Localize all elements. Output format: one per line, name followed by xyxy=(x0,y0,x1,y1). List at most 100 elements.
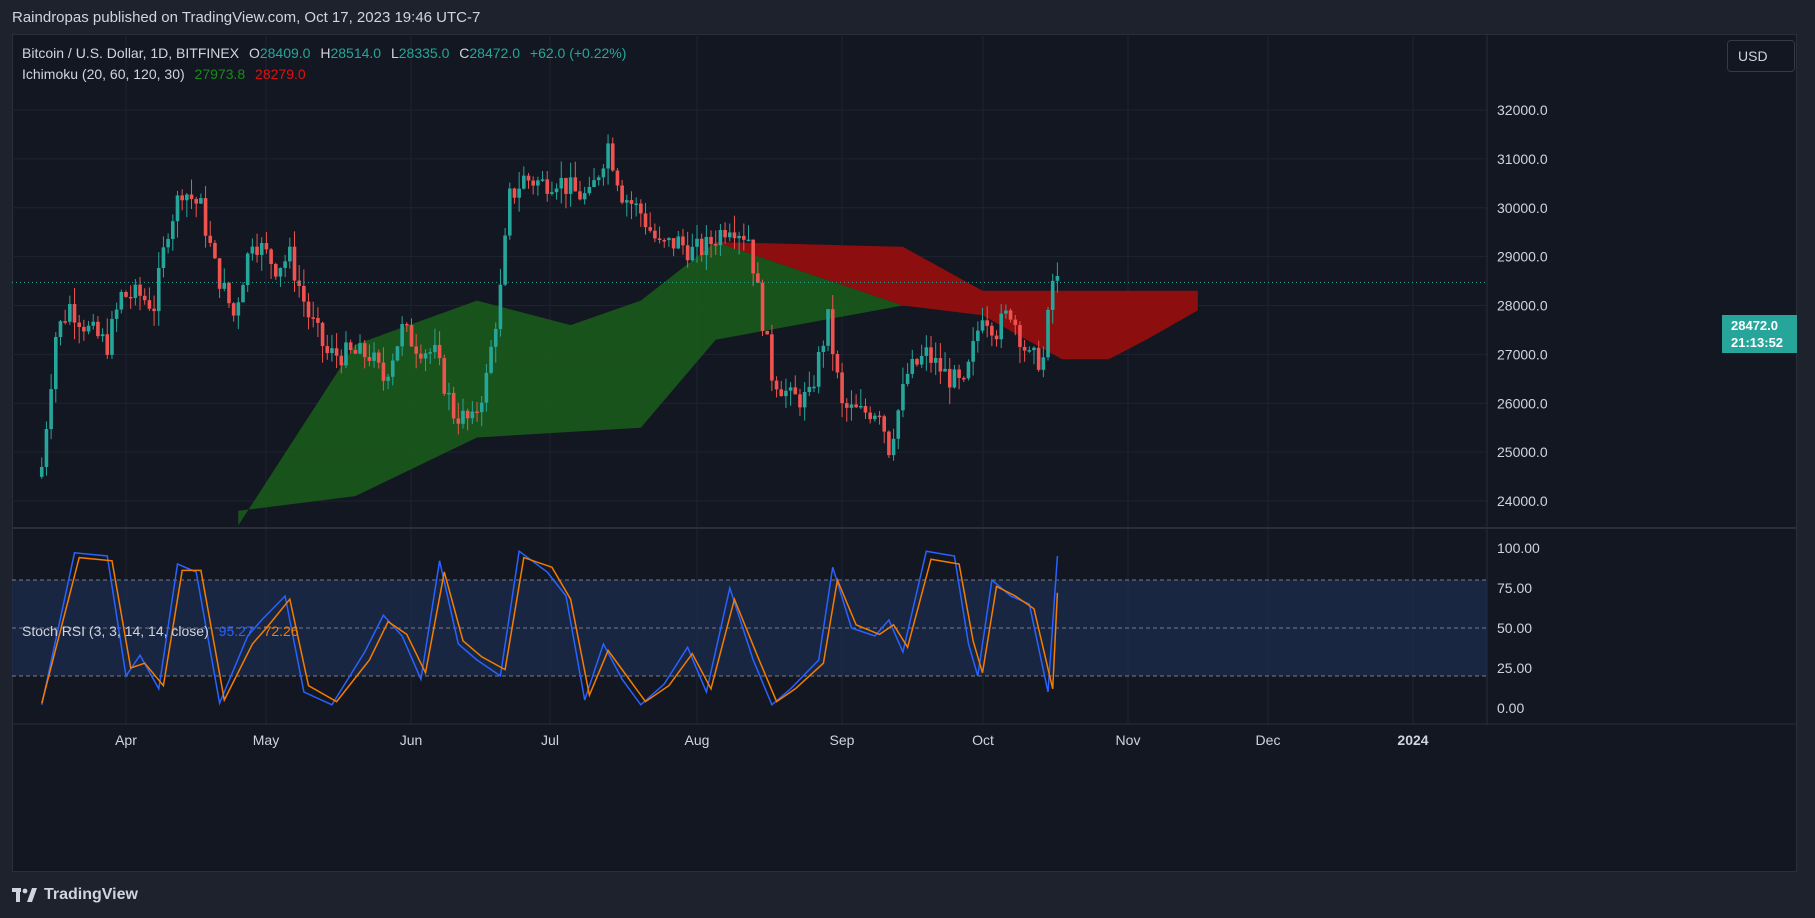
candle-body xyxy=(629,200,634,204)
candle-body xyxy=(297,280,301,286)
candle-body xyxy=(564,177,568,194)
stoch-tick-label: 25.00 xyxy=(1497,660,1532,676)
candle-body xyxy=(1041,357,1046,370)
stoch-k-value: 95.27 xyxy=(218,623,254,639)
candles xyxy=(39,134,1060,479)
chart-canvas[interactable]: 32000.0 31000.0 30000.0 29000.0 28000.0 27000… xyxy=(12,34,1797,872)
candle-body xyxy=(231,303,236,316)
candle-body xyxy=(339,355,344,366)
time-tick-label: Nov xyxy=(1116,732,1141,748)
candle-body xyxy=(44,429,49,468)
candle-body xyxy=(924,347,929,356)
candle-body xyxy=(395,346,400,361)
candle-body xyxy=(264,242,269,250)
candle-body xyxy=(185,194,189,201)
candle-body xyxy=(390,360,395,377)
currency-button[interactable]: USD xyxy=(1727,40,1795,72)
open-label: O xyxy=(248,45,260,61)
candle-body xyxy=(676,236,681,249)
candle-body xyxy=(887,431,891,456)
candle-body xyxy=(376,352,381,363)
candle-body xyxy=(1046,309,1050,358)
candle-body xyxy=(770,334,774,381)
candle-body xyxy=(517,188,521,198)
candle-body xyxy=(278,267,283,277)
candle-body xyxy=(259,242,264,255)
candle-body xyxy=(648,227,652,231)
candle-body xyxy=(816,352,821,387)
ichimoku-cloud-bullish xyxy=(238,242,903,526)
candle-body xyxy=(737,235,741,239)
candle-body xyxy=(306,301,311,318)
price-tick-label: 28000.0 xyxy=(1497,298,1548,314)
candle-body xyxy=(859,406,863,408)
candle-body xyxy=(779,389,784,397)
candle-body xyxy=(990,325,994,336)
candle-body xyxy=(765,330,770,335)
candle-body xyxy=(245,253,250,286)
candle-body xyxy=(919,355,924,365)
price-tick-label: 27000.0 xyxy=(1497,346,1548,362)
stoch-tick-label: 0.00 xyxy=(1497,700,1524,716)
candle-body xyxy=(1013,319,1018,326)
candle-body xyxy=(751,239,755,274)
candle-body xyxy=(643,213,648,228)
candle-body xyxy=(662,240,667,242)
low-label: L xyxy=(390,45,399,61)
candle-body xyxy=(213,242,217,259)
close-value: 28472.0 xyxy=(469,45,520,61)
low-value: 28335.0 xyxy=(398,45,450,61)
time-tick-label: Dec xyxy=(1256,732,1281,748)
candle-body xyxy=(938,357,943,372)
candle-body xyxy=(53,337,58,390)
candle-body xyxy=(812,386,816,389)
candle-body xyxy=(68,304,72,322)
candle-body xyxy=(807,386,812,393)
ichimoku-legend: Ichimoku (20, 60, 120, 30) 27973.8 28279… xyxy=(22,66,306,82)
candle-body xyxy=(709,236,713,245)
candle-body xyxy=(667,238,671,241)
candle-body xyxy=(39,467,44,477)
candle-body xyxy=(437,344,442,359)
candle-body xyxy=(713,244,718,246)
candle-body xyxy=(442,358,447,394)
candle-body xyxy=(269,249,273,264)
candle-body xyxy=(891,438,896,456)
candle-body xyxy=(465,410,470,419)
candle-body xyxy=(475,411,479,414)
candle-body xyxy=(971,341,975,362)
footer-branding[interactable]: TradingView xyxy=(12,880,138,910)
candle-body xyxy=(189,194,194,200)
candle-body xyxy=(1027,350,1032,352)
candle-body xyxy=(615,170,620,186)
price-tick-label: 30000.0 xyxy=(1497,200,1548,216)
candle-body xyxy=(545,179,550,194)
candle-body xyxy=(933,357,938,363)
candle-body xyxy=(835,354,840,373)
candle-body xyxy=(372,352,376,361)
candle-body xyxy=(400,324,404,347)
candle-body xyxy=(756,273,760,283)
candle-body xyxy=(419,353,423,359)
candle-body xyxy=(330,348,334,354)
candle-body xyxy=(199,198,203,204)
candle-body xyxy=(325,346,330,354)
candle-body xyxy=(320,322,325,347)
symbol-legend: Bitcoin / U.S. Dollar, 1D, BITFINEX O284… xyxy=(22,45,626,61)
candle-body xyxy=(161,247,166,268)
candle-body xyxy=(283,261,287,268)
ichimoku-span-a: 27973.8 xyxy=(194,66,246,82)
candle-body xyxy=(966,361,971,379)
symbol-name: Bitcoin / U.S. Dollar, 1D, BITFINEX xyxy=(22,45,240,61)
price-tick-label: 31000.0 xyxy=(1497,151,1548,167)
open-value: 28409.0 xyxy=(259,45,311,61)
candle-body xyxy=(531,180,535,186)
candle-body xyxy=(695,238,699,247)
candle-body xyxy=(128,296,133,299)
candle-body xyxy=(58,321,63,338)
time-tick-label: Sep xyxy=(830,732,855,748)
candle-body xyxy=(606,143,610,169)
candle-body xyxy=(1055,275,1060,281)
footer-brand-text: TradingView xyxy=(44,886,138,903)
candle-body xyxy=(91,321,96,326)
